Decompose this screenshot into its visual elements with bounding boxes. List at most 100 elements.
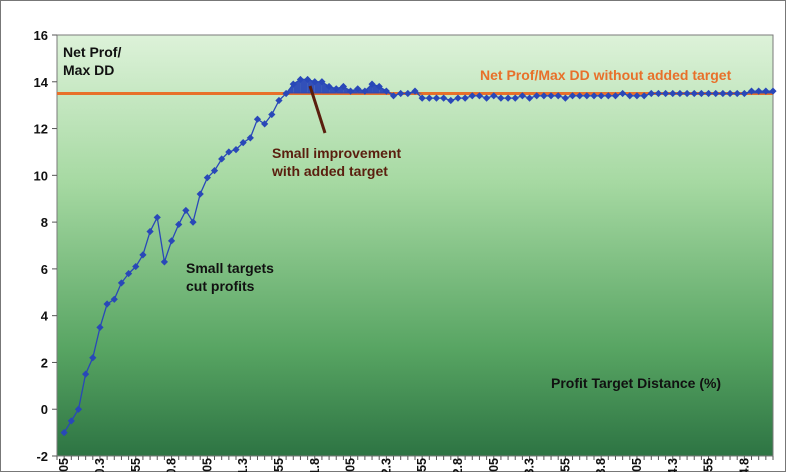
series-point xyxy=(597,92,605,100)
series-point xyxy=(103,300,111,308)
series-point xyxy=(440,94,448,102)
series-point xyxy=(311,78,319,86)
series-point xyxy=(468,92,476,100)
y-tick-label: 14 xyxy=(34,75,49,90)
series-point xyxy=(475,92,484,100)
series-point xyxy=(160,258,168,266)
baseline-label: Net Prof/Max DD without added target xyxy=(480,67,732,83)
y-tick-label: -2 xyxy=(36,449,48,464)
series-point xyxy=(354,85,362,93)
series-point xyxy=(604,92,612,100)
annotation-arrow xyxy=(308,85,327,134)
series-point xyxy=(611,92,620,100)
annotation-improvement: Small improvement with added target xyxy=(271,145,405,179)
annotation-improvement-line-1: Small improvement xyxy=(272,145,401,161)
series-point xyxy=(669,89,677,98)
series-point xyxy=(60,429,68,437)
series-point xyxy=(397,89,405,98)
x-axis: 0.05 0.3 0.55 0.8 1.05 1.3 1.55 1.8 2.05 2.3 2.55 2… xyxy=(56,456,774,472)
x-tick-label: 3.05 xyxy=(487,458,501,472)
y-axis-label-line-1: Net Prof/ xyxy=(63,44,121,60)
series-point xyxy=(139,251,147,259)
series-point xyxy=(125,269,133,278)
series-point xyxy=(289,80,297,88)
series-point xyxy=(304,75,312,84)
improvement-fill-segment xyxy=(314,81,322,94)
plot-area xyxy=(56,34,774,457)
x-tick-label: 2.3 xyxy=(379,458,393,472)
series-point xyxy=(540,92,548,100)
series-point xyxy=(504,94,512,102)
y-tick-label: 6 xyxy=(41,262,48,277)
series-point xyxy=(740,89,748,98)
series-point xyxy=(690,89,698,98)
series-point xyxy=(411,87,419,95)
x-tick-label: 4.8 xyxy=(737,458,751,472)
series-point xyxy=(296,75,305,84)
series-point xyxy=(590,92,598,100)
series-point xyxy=(525,94,534,102)
series-point xyxy=(167,237,176,245)
series-point xyxy=(239,138,247,147)
annotation-small-targets-line-1: Small targets xyxy=(186,260,274,276)
series-point xyxy=(368,80,376,88)
series-point xyxy=(196,190,204,198)
series-point xyxy=(733,89,741,98)
series-point xyxy=(146,227,154,236)
y-axis-label-line-2: Max DD xyxy=(63,62,114,78)
series-point xyxy=(490,92,498,100)
series-point xyxy=(153,213,161,222)
series-point xyxy=(432,94,441,102)
series-point xyxy=(346,87,355,95)
series-point xyxy=(683,89,691,98)
series-point xyxy=(626,92,634,100)
x-tick-label: 3.55 xyxy=(558,458,572,472)
series-point xyxy=(554,92,562,100)
x-tick-label: 3.8 xyxy=(594,458,608,472)
series-markers xyxy=(60,75,777,437)
x-tick-label: 2.8 xyxy=(451,458,465,472)
series-point xyxy=(704,89,713,98)
series-point xyxy=(726,89,734,98)
y-tick-label: 12 xyxy=(34,122,48,137)
x-tick-label: 0.55 xyxy=(129,458,143,472)
y-axis-label: Net Prof/ Max DD xyxy=(63,44,125,78)
series-point xyxy=(511,94,519,102)
y-axis: -2 0 2 4 6 8 10 12 14 16 xyxy=(34,28,57,464)
y-tick-label: 0 xyxy=(41,402,48,417)
series-point xyxy=(182,206,190,215)
series-point xyxy=(676,89,684,98)
series-point xyxy=(225,148,233,156)
x-tick-label: 2.55 xyxy=(415,458,429,472)
series-point xyxy=(619,89,627,98)
series-point xyxy=(654,89,663,98)
series-point xyxy=(404,89,412,98)
series-point xyxy=(253,115,262,123)
annotation-small-targets-line-2: cut profits xyxy=(186,278,255,294)
series-point xyxy=(454,94,462,102)
x-tick-label: 2.05 xyxy=(344,458,358,472)
x-tick-label: 4.55 xyxy=(702,458,716,472)
series-point xyxy=(483,94,491,102)
series-point xyxy=(719,89,727,98)
series-point xyxy=(261,120,269,128)
series-point xyxy=(325,82,333,91)
series-point xyxy=(382,87,390,95)
series-point xyxy=(117,279,126,287)
series-point xyxy=(218,155,226,163)
series-point xyxy=(275,96,283,105)
y-tick-label: 8 xyxy=(41,215,48,230)
series-point xyxy=(67,417,75,425)
series-point xyxy=(518,92,526,100)
y-tick-label: 16 xyxy=(34,28,48,43)
annotation-improvement-line-2: with added target xyxy=(271,163,388,179)
improvement-fill-segment xyxy=(300,79,308,94)
x-tick-label: 1.05 xyxy=(200,458,214,472)
series-point xyxy=(762,87,770,95)
series-point xyxy=(132,262,140,271)
series-point xyxy=(246,134,254,142)
series-point xyxy=(568,92,577,100)
series-point xyxy=(497,94,505,102)
x-tick-label: 0.8 xyxy=(165,458,179,472)
